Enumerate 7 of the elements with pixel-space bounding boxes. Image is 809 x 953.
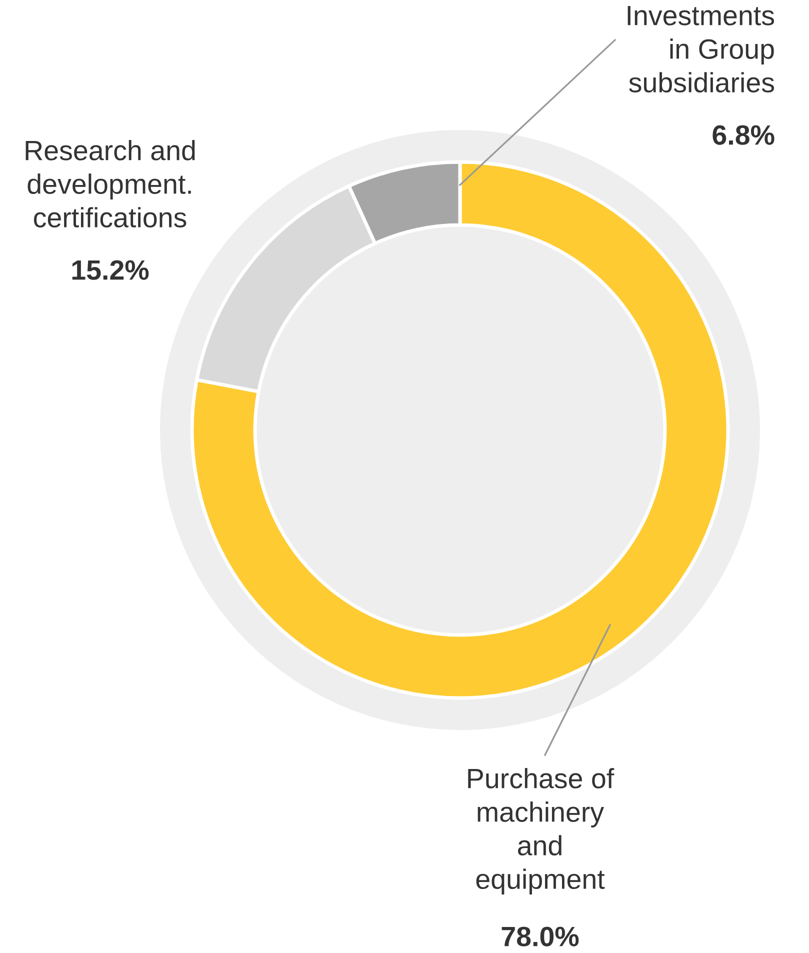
data-label: 6.8% (712, 125, 774, 145)
data-label: 78.0% (502, 926, 579, 946)
data-label: 15.2% (72, 260, 149, 280)
donut-slice (190, 160, 730, 700)
slice-label: Investments in Group subsidiaries (628, 6, 774, 92)
slice-label: Research and development. certifications (26, 140, 195, 228)
slice-label: Purchase of machinery and equipment (468, 768, 614, 895)
